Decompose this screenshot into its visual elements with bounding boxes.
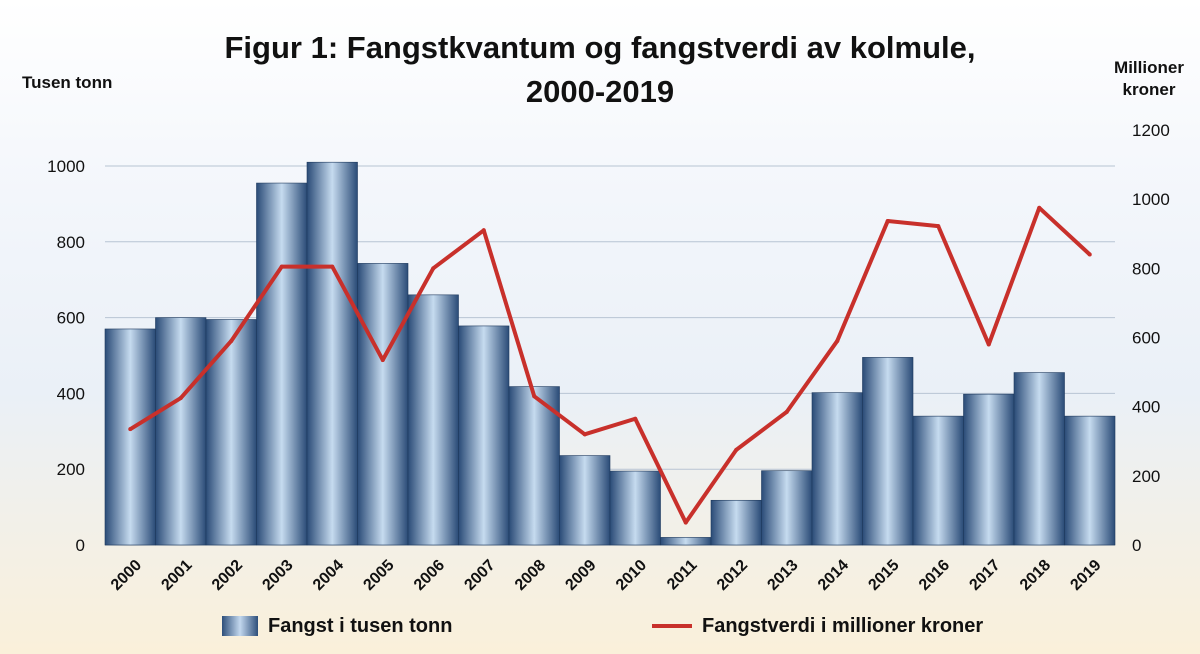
legend-label-value: Fangstverdi i millioner kroner: [702, 614, 984, 637]
bar-2002: [205, 319, 257, 546]
bar-2009: [559, 455, 611, 546]
value-point-2001: [178, 396, 183, 401]
x-tick-label: 2011: [664, 557, 701, 594]
x-tick-label: 2013: [764, 557, 801, 594]
x-tick-label: 2010: [613, 557, 650, 594]
bar-2001: [155, 317, 207, 546]
x-tick-label: 2007: [461, 557, 498, 594]
x-tick-label: 2001: [158, 557, 195, 594]
y-right-axis-title: Millioner kroner: [1098, 57, 1200, 101]
value-point-2019: [1087, 252, 1092, 257]
y-left-tick-label: 200: [57, 460, 85, 479]
x-tick-label: 2009: [562, 557, 599, 594]
bar-2000: [104, 328, 156, 546]
legend-swatch-line: [652, 624, 692, 628]
x-tick-label: 2008: [512, 557, 549, 594]
y-right-tick-label: 400: [1132, 398, 1160, 417]
x-tick-label: 2002: [209, 557, 246, 594]
value-point-2004: [330, 264, 335, 269]
x-tick-label: 2017: [966, 557, 1003, 594]
bar-2011: [660, 537, 712, 546]
x-tick-label: 2003: [259, 557, 296, 594]
y-left-tick-label: 800: [57, 233, 85, 252]
y-right-tick-label: 800: [1132, 259, 1160, 278]
y-left-tick-label: 1000: [47, 157, 85, 176]
y-right-tick-label: 200: [1132, 467, 1160, 486]
bar-2014: [811, 392, 863, 546]
chart-title: Figur 1: Fangstkvantum og fangstverdi av…: [100, 26, 1100, 114]
value-point-2015: [885, 218, 890, 223]
bar-2007: [458, 325, 510, 546]
y-left-tick-label: 0: [76, 536, 85, 555]
bar-2008: [508, 386, 560, 546]
x-tick-label: 2016: [916, 557, 953, 594]
value-point-2003: [279, 264, 284, 269]
value-point-2005: [380, 357, 385, 362]
value-point-2002: [229, 338, 234, 343]
y-left-axis-title: Tusen tonn: [22, 73, 113, 92]
y-left-tick-label: 400: [57, 384, 85, 403]
x-tick-label: 2006: [411, 557, 448, 594]
x-tick-label: 2000: [108, 557, 145, 594]
bar-2019: [1064, 415, 1116, 546]
value-line: [129, 205, 1092, 525]
value-point-2014: [835, 338, 840, 343]
value-point-2007: [481, 228, 486, 233]
y-right-tick-label: 600: [1132, 329, 1160, 348]
value-point-2011: [683, 520, 688, 525]
bar-2005: [357, 263, 409, 546]
bar-2004: [306, 161, 358, 546]
y-right-tick-label: 1000: [1132, 190, 1170, 209]
legend-item-value: Fangstverdi i millioner kroner: [652, 613, 983, 639]
value-point-2012: [734, 447, 739, 452]
x-tick-label: 2014: [815, 557, 852, 594]
chart-title-line-1: Figur 1: Fangstkvantum og fangstverdi av…: [224, 30, 976, 65]
y-left-tick-label: 600: [57, 309, 85, 328]
x-tick-label: 2005: [360, 557, 397, 594]
legend-label-catch: Fangst i tusen tonn: [268, 614, 453, 637]
value-point-2000: [128, 427, 133, 432]
bar-2015: [862, 357, 914, 546]
x-tick-label: 2004: [310, 557, 347, 594]
bar-2012: [710, 499, 762, 546]
value-point-2017: [986, 342, 991, 347]
y-right-axis-title-line-2: kroner: [1122, 80, 1176, 99]
value-point-2009: [582, 432, 587, 437]
bar-2016: [912, 415, 964, 546]
value-point-2013: [784, 409, 789, 414]
value-point-2016: [936, 224, 941, 229]
x-tick-label: 2018: [1017, 557, 1054, 594]
bar-2010: [609, 470, 661, 546]
legend-swatch-bar: [222, 616, 258, 636]
value-point-2010: [633, 416, 638, 421]
value-point-2006: [431, 266, 436, 271]
x-tick-label: 2019: [1067, 557, 1104, 594]
x-tick-label: 2012: [714, 557, 751, 594]
bar-2013: [761, 470, 813, 546]
legend-item-catch: Fangst i tusen tonn: [222, 613, 452, 639]
y-right-tick-label: 1200: [1132, 121, 1170, 140]
bar-2003: [256, 182, 308, 546]
bar-2006: [407, 294, 459, 546]
x-tick-label: 2015: [865, 557, 902, 594]
bar-2018: [1013, 372, 1065, 546]
chart-title-line-2: 2000-2019: [525, 74, 675, 109]
y-right-axis-title-line-1: Millioner: [1114, 58, 1184, 77]
bar-2017: [963, 393, 1015, 546]
y-right-tick-label: 0: [1132, 536, 1141, 555]
value-point-2008: [532, 394, 537, 399]
value-point-2018: [1037, 205, 1042, 210]
